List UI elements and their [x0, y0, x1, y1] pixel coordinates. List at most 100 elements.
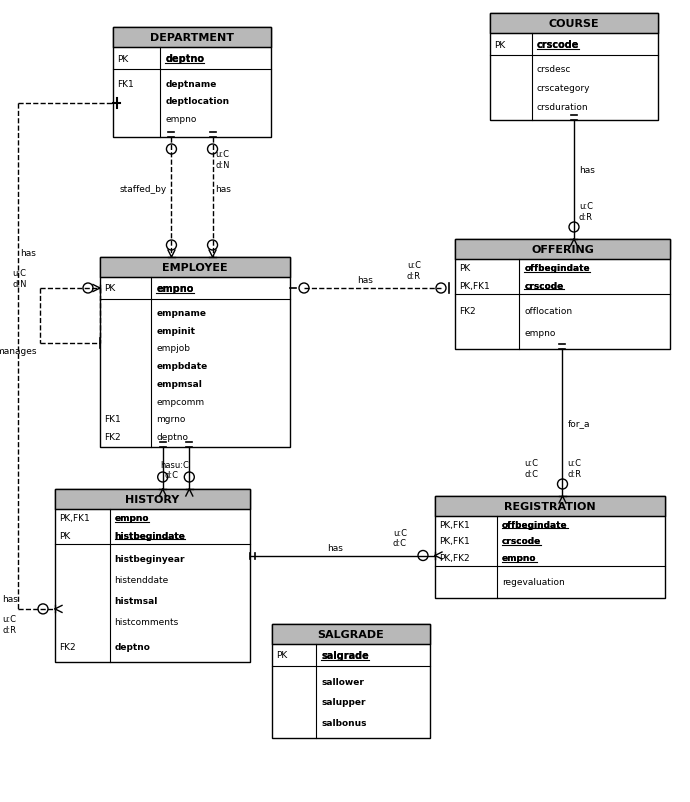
Text: deptno: deptno	[115, 642, 150, 651]
Polygon shape	[435, 496, 665, 598]
Text: HISTORY: HISTORY	[126, 494, 179, 504]
Text: deptlocation: deptlocation	[166, 97, 230, 107]
Text: PK: PK	[104, 284, 115, 294]
Text: deptno: deptno	[157, 432, 188, 442]
Text: deptno: deptno	[166, 54, 204, 64]
Text: offbegindate: offbegindate	[524, 264, 590, 273]
Text: FK2: FK2	[459, 306, 475, 316]
Text: COURSE: COURSE	[549, 19, 600, 29]
Polygon shape	[272, 624, 430, 644]
Text: crscode: crscode	[502, 537, 542, 546]
Polygon shape	[272, 666, 430, 738]
Polygon shape	[100, 300, 290, 448]
Polygon shape	[272, 624, 430, 738]
Polygon shape	[490, 56, 658, 121]
Polygon shape	[55, 545, 250, 662]
Text: empinit: empinit	[157, 326, 195, 335]
Text: crsduration: crsduration	[537, 103, 589, 112]
Polygon shape	[113, 48, 271, 70]
Text: u:C
d:C: u:C d:C	[524, 459, 538, 478]
Text: histbeginyear: histbeginyear	[115, 554, 185, 563]
Text: PK,FK1: PK,FK1	[459, 282, 490, 290]
Polygon shape	[455, 240, 670, 350]
Text: u:C
d:N: u:C d:N	[215, 150, 230, 169]
Text: has: has	[215, 185, 231, 194]
Text: hasu:C: hasu:C	[161, 461, 190, 470]
Text: empmsal: empmsal	[157, 379, 202, 388]
Text: has: has	[357, 276, 373, 286]
Text: has: has	[20, 249, 36, 258]
Text: u:C
d:R: u:C d:R	[407, 261, 421, 281]
Text: empno: empno	[502, 553, 537, 562]
Text: PK,FK1: PK,FK1	[59, 513, 90, 523]
Text: offlocation: offlocation	[524, 306, 573, 316]
Text: salupper: salupper	[322, 698, 366, 707]
Text: PK: PK	[276, 650, 287, 660]
Text: crscode: crscode	[524, 282, 564, 290]
Text: empno: empno	[157, 284, 194, 294]
Text: PK,FK1: PK,FK1	[439, 537, 470, 546]
Text: PK: PK	[59, 531, 70, 540]
Text: PK: PK	[494, 40, 505, 50]
Text: u:C
d:N: u:C d:N	[12, 269, 26, 289]
Text: crsdesc: crsdesc	[537, 64, 571, 74]
Text: crscategory: crscategory	[537, 84, 591, 93]
Text: empbdate: empbdate	[157, 362, 208, 371]
Text: SALGRADE: SALGRADE	[317, 630, 384, 639]
Text: histbegindate: histbegindate	[115, 531, 186, 540]
Text: empno: empno	[502, 553, 537, 562]
Text: salbonus: salbonus	[322, 718, 367, 727]
Text: empno: empno	[115, 513, 149, 523]
Text: EMPLOYEE: EMPLOYEE	[162, 263, 228, 273]
Text: offbegindate: offbegindate	[502, 520, 568, 529]
Text: manages: manages	[0, 347, 37, 356]
Text: crscode: crscode	[537, 40, 580, 50]
Polygon shape	[100, 277, 290, 300]
Polygon shape	[113, 28, 271, 48]
Polygon shape	[272, 644, 430, 666]
Text: OFFERING: OFFERING	[531, 245, 594, 255]
Text: PK,FK1: PK,FK1	[439, 520, 470, 529]
Text: d:C: d:C	[165, 471, 179, 480]
Text: empno: empno	[115, 513, 149, 523]
Text: REGISTRATION: REGISTRATION	[504, 501, 595, 512]
Polygon shape	[55, 489, 250, 662]
Polygon shape	[455, 294, 670, 350]
Text: crscode: crscode	[502, 537, 542, 546]
Text: crscode: crscode	[524, 282, 564, 290]
Polygon shape	[100, 257, 290, 448]
Text: offbegindate: offbegindate	[502, 520, 568, 529]
Text: FK2: FK2	[104, 432, 121, 442]
Text: crscode: crscode	[537, 40, 580, 50]
Polygon shape	[100, 257, 290, 277]
Polygon shape	[435, 566, 665, 598]
Text: sallower: sallower	[322, 678, 364, 687]
Text: FK2: FK2	[59, 642, 76, 651]
Text: PK: PK	[459, 264, 471, 273]
Text: empno: empno	[157, 284, 194, 294]
Polygon shape	[490, 14, 658, 121]
Text: empno: empno	[166, 115, 197, 124]
Text: has: has	[328, 543, 344, 553]
Text: has: has	[2, 594, 18, 604]
Text: PK,FK2: PK,FK2	[439, 553, 470, 562]
Text: has: has	[579, 166, 595, 175]
Text: u:C
d:R: u:C d:R	[2, 614, 16, 634]
Text: u:C
d:R: u:C d:R	[579, 202, 593, 221]
Text: for_a: for_a	[567, 419, 590, 427]
Text: empcomm: empcomm	[157, 397, 204, 406]
Text: staffed_by: staffed_by	[119, 185, 167, 194]
Polygon shape	[113, 28, 271, 138]
Text: u:C
d:C: u:C d:C	[393, 529, 407, 548]
Polygon shape	[55, 509, 250, 545]
Text: deptno: deptno	[166, 54, 204, 64]
Text: empjob: empjob	[157, 344, 190, 353]
Text: FK1: FK1	[117, 80, 134, 89]
Text: histbegindate: histbegindate	[115, 531, 186, 540]
Polygon shape	[435, 516, 665, 566]
Text: empname: empname	[157, 309, 206, 318]
Text: DEPARTMENT: DEPARTMENT	[150, 33, 234, 43]
Polygon shape	[490, 14, 658, 34]
Text: deptname: deptname	[166, 80, 217, 89]
Text: salgrade: salgrade	[322, 650, 369, 660]
